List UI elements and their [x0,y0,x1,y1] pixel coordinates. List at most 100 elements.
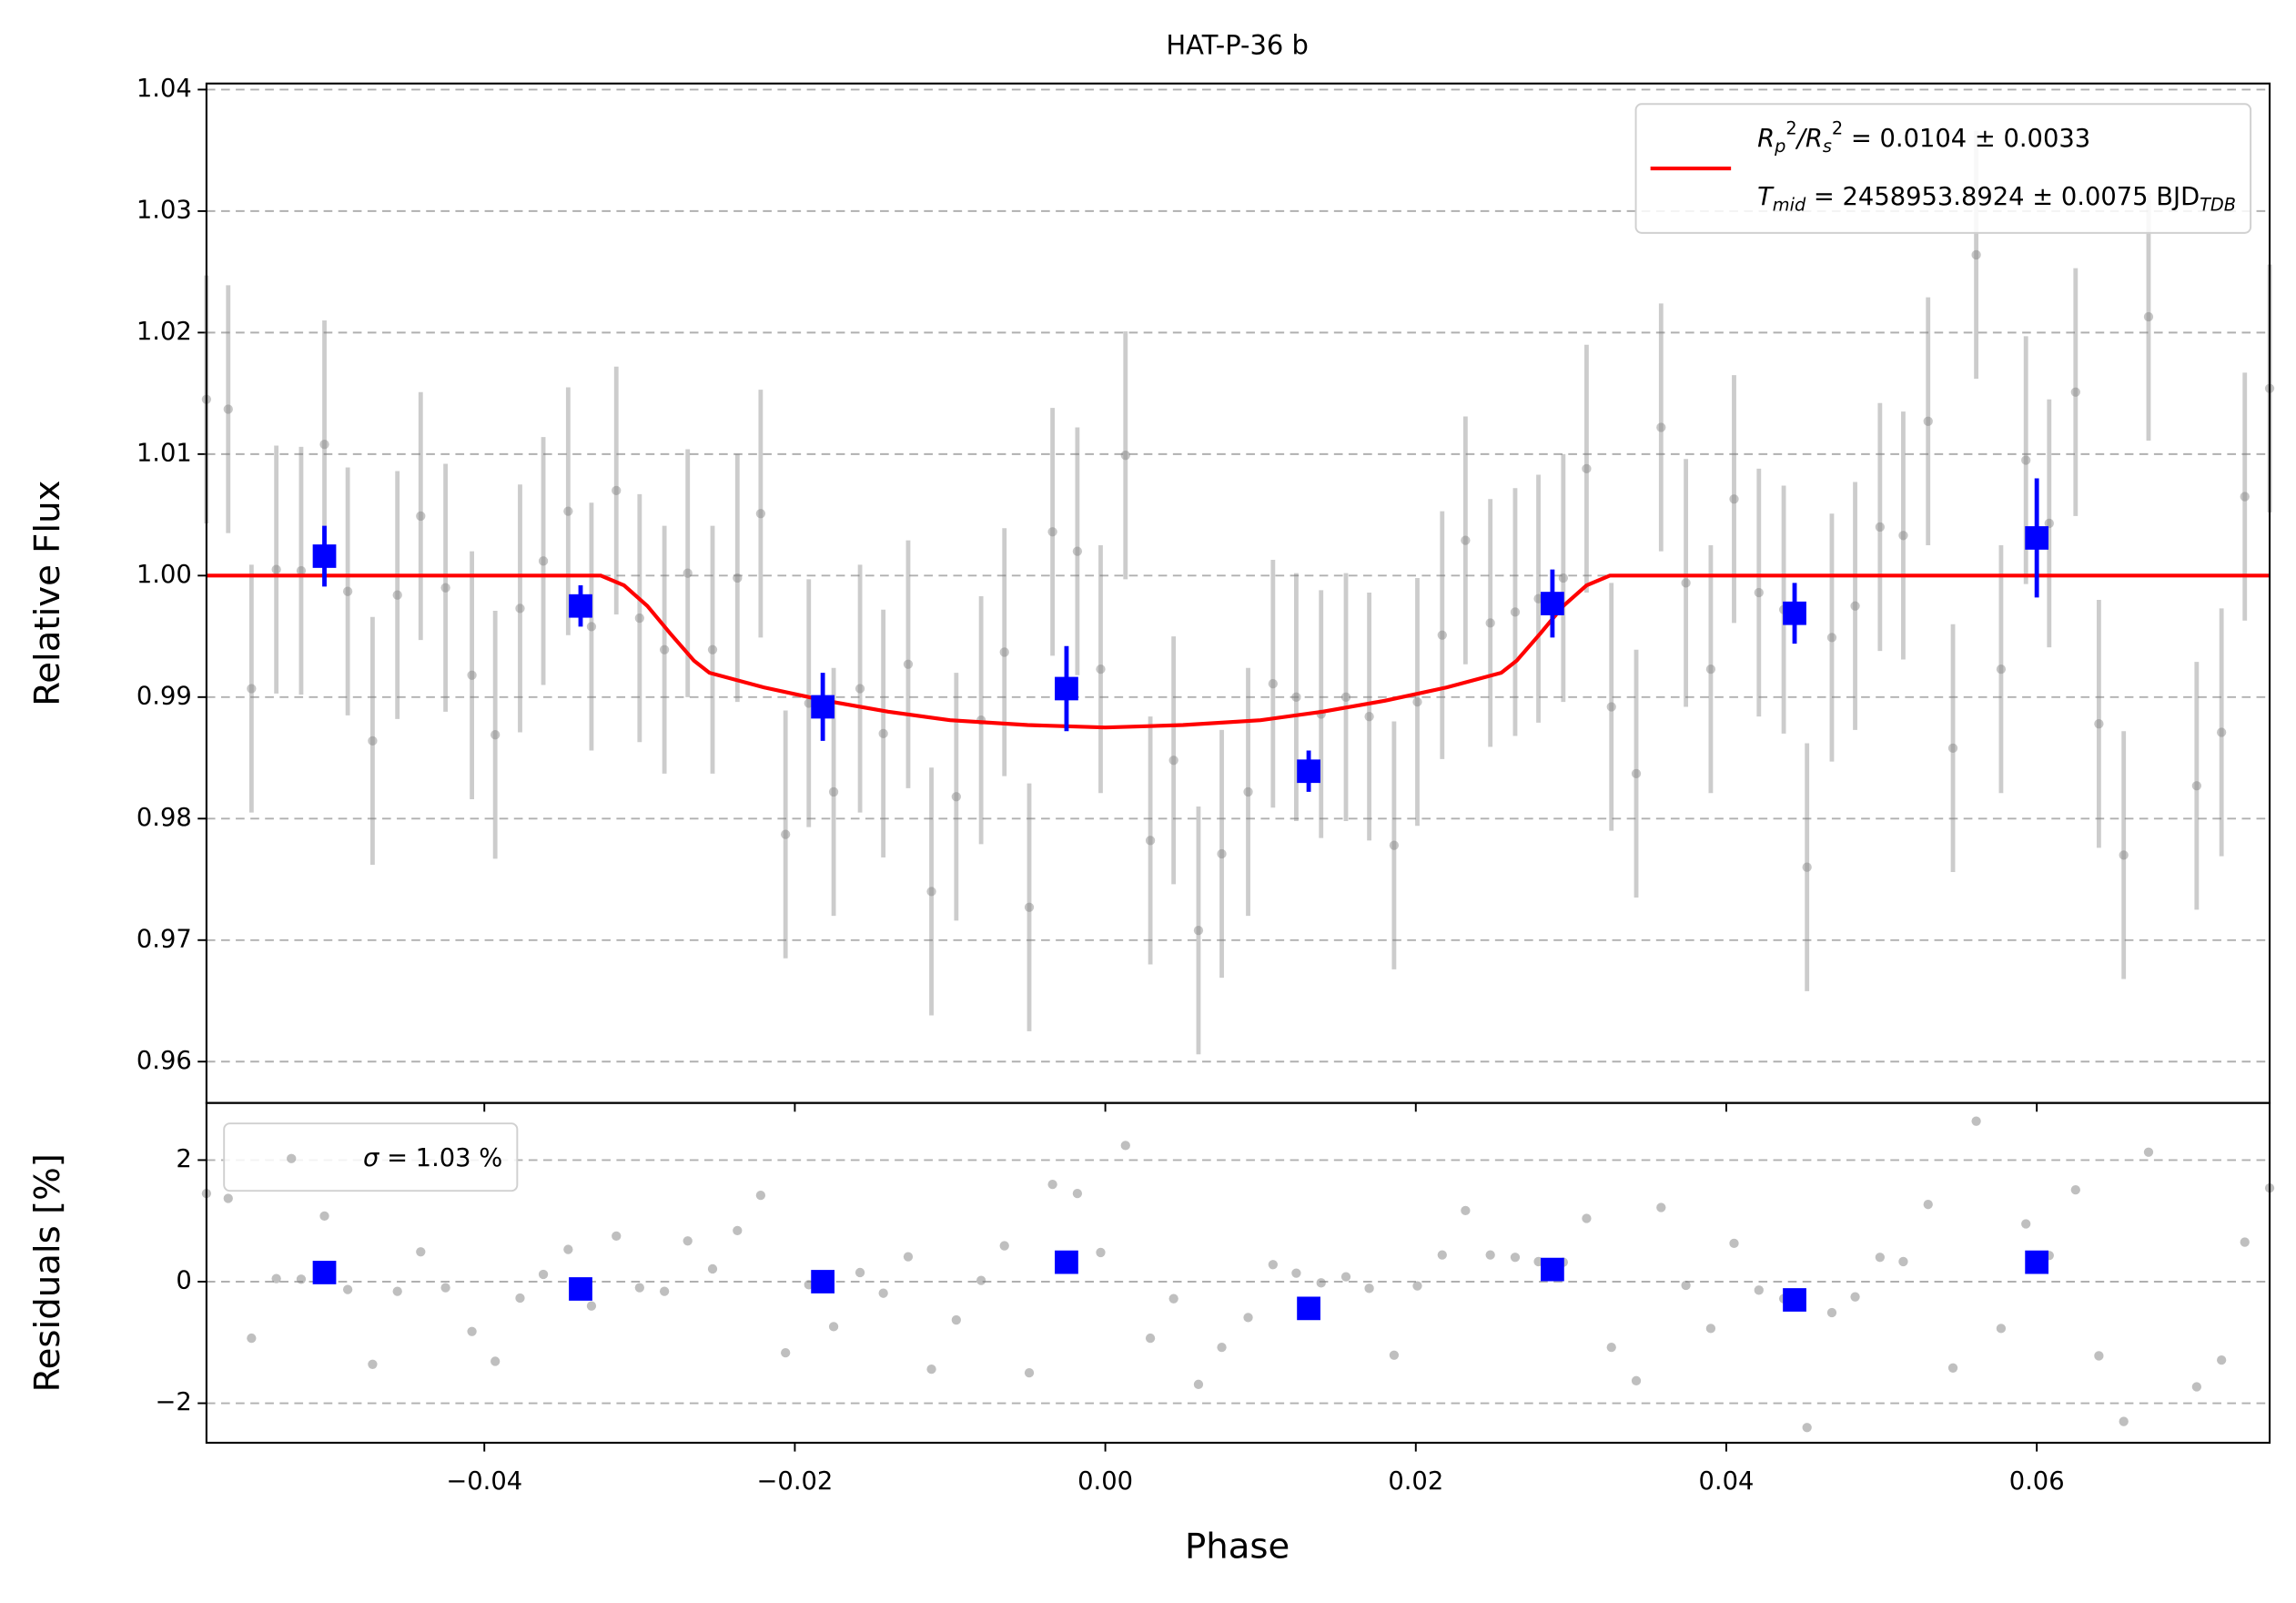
legend-text-part: p [1774,135,1785,156]
x-tick-label: 0.00 [1077,1467,1133,1496]
data-point [1340,1272,1351,1282]
data-point [515,604,525,614]
data-point [2119,1416,2129,1426]
data-point [707,1263,718,1274]
data-point [569,594,592,618]
data-point [1606,702,1616,712]
data-point [926,887,936,897]
y-tick-label: 0.98 [137,804,192,832]
data-point [392,590,402,600]
data-point [634,613,644,624]
data-point [828,1322,839,1332]
data-point [1316,1278,1326,1288]
data-point [1656,1202,1666,1212]
data-point [2025,1250,2049,1274]
data-point [878,1288,888,1298]
x-tick-label: 0.04 [1699,1467,1755,1496]
data-point [1996,1324,2007,1334]
legend-text-part: = 1.03 % [379,1143,502,1172]
data-point [312,544,337,568]
x-tick-label: 0.02 [1388,1467,1443,1496]
y-tick-label: 0.96 [137,1047,192,1075]
data-point [538,1269,549,1280]
data-point [903,1252,914,1262]
data-point [1047,527,1057,537]
data-point [2025,526,2049,550]
data-point [1412,1281,1422,1291]
data-point [1297,1296,1320,1321]
data-point [781,829,791,839]
data-point [1047,1179,1057,1190]
y-tick-label: 1.00 [137,561,192,589]
data-point [1364,1283,1374,1294]
axes-frame [205,1101,2271,1444]
y-tick-label: 0.97 [137,925,192,953]
data-point [1996,664,2007,675]
data-point [2143,311,2154,322]
data-point [951,792,961,802]
data-point [1898,531,1908,541]
data-point [1145,1333,1156,1344]
data-point [368,1359,378,1369]
y-tick-label: 1.04 [137,75,192,103]
data-point [2044,518,2054,529]
legend-handle [287,1153,297,1163]
legend-text: Rp2/Rs2 = 0.0104 ± 0.0033 [1757,117,2090,156]
y-tick-label: 2 [176,1145,191,1173]
data-point [1024,1367,1035,1378]
data-point [811,1270,834,1294]
data-point [1705,664,1716,675]
legend: Rp2/Rs2 = 0.0104 ± 0.0033 Tmid = 2458953.… [1634,103,2252,234]
legend-text: Tmid = 2458953.8924 ± 0.0075 BJDTDB [1757,183,2236,215]
data-point [1055,676,1078,701]
data-point [1243,786,1253,797]
data-point [491,1356,501,1366]
data-point [781,1347,791,1358]
data-point [683,568,693,578]
data-point [1297,759,1320,784]
data-point [2070,387,2080,397]
y-tick-label: 1.03 [137,196,192,224]
data-point [1850,1292,1860,1302]
data-point [1923,1200,1933,1210]
legend-text: σ = 1.03 % [363,1143,502,1172]
data-point [1802,862,1812,872]
data-point [1193,1379,1204,1389]
data-point [1120,451,1130,461]
data-point [1340,692,1351,702]
data-point [1681,1280,1691,1291]
data-point [1541,592,1564,615]
data-point [1120,1141,1130,1151]
data-point [467,670,477,680]
data-point [707,644,718,654]
data-point [2143,1147,2154,1157]
data-point [1541,1257,1564,1282]
data-point [296,1274,307,1284]
data-point [634,1283,644,1293]
data-point [1510,1253,1521,1263]
data-point [903,659,914,669]
data-point [1243,1313,1253,1323]
data-point [2094,719,2104,729]
data-point [1437,630,1447,640]
data-point [976,1275,986,1285]
data-point [569,1277,592,1301]
data-point [342,586,353,596]
data-point [416,1247,426,1257]
y-tick-label: 0.99 [137,682,192,710]
data-point [2217,1354,2227,1365]
data-point [392,1286,402,1296]
data-point [1826,1307,1837,1318]
data-point [296,565,307,576]
data-point [1705,1324,1716,1334]
legend-text-part: /R [1795,124,1823,152]
data-point [563,506,573,516]
data-point [1971,1116,1981,1126]
data-point [586,1301,597,1311]
y-tick-label: 1.02 [137,318,192,346]
data-point [1783,601,1806,625]
data-point [1631,1375,1642,1385]
data-point [1923,416,1933,426]
data-point [586,622,597,632]
x-axis-label: Phase [1185,1526,1290,1567]
